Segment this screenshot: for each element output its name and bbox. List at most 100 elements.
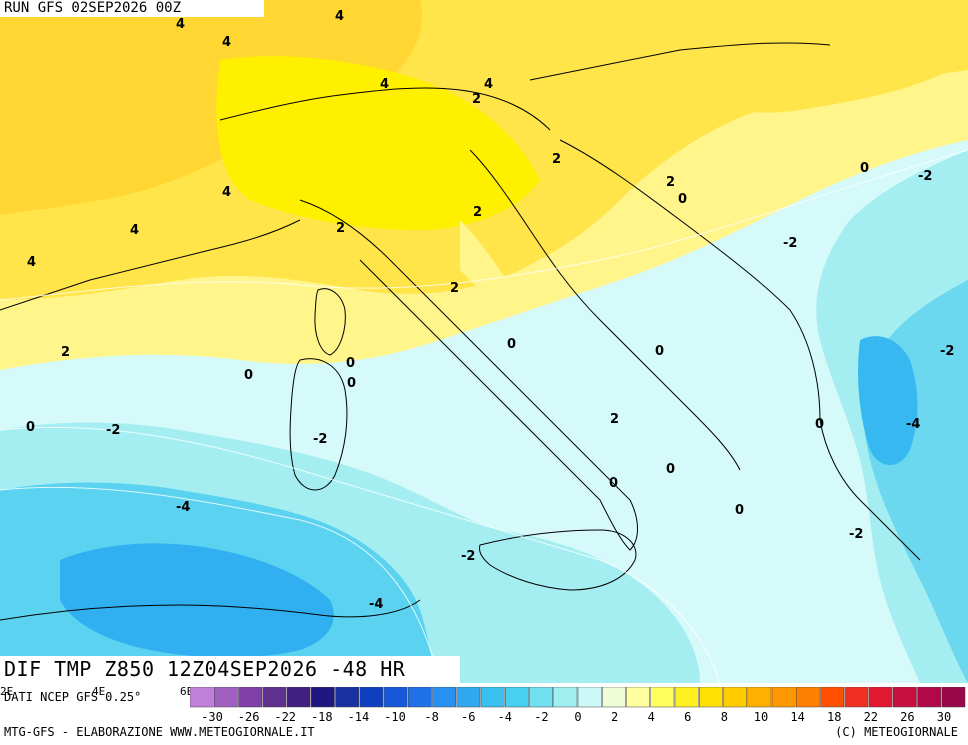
legend-label: 2 xyxy=(611,710,618,723)
contour-label: -4 xyxy=(906,417,920,432)
field-yellow-ne xyxy=(616,0,968,113)
legend-swatch xyxy=(432,687,456,708)
legend-swatch xyxy=(190,687,214,708)
run-label: RUN GFS 02SEP2026 00Z xyxy=(0,0,264,17)
contour-label: 4 xyxy=(130,223,139,238)
contour-label: 2 xyxy=(552,152,561,167)
contour-label: -2 xyxy=(313,432,327,447)
contour-label: 2 xyxy=(473,205,482,220)
contour-label: 0 xyxy=(735,503,744,518)
contour-label: 0 xyxy=(666,462,675,477)
legend-label: 18 xyxy=(827,710,841,723)
contour-label: 4 xyxy=(222,185,231,200)
legend-label: 26 xyxy=(900,710,914,723)
contour-label: -4 xyxy=(369,597,383,612)
contour-label: 4 xyxy=(484,77,493,92)
contour-label: -2 xyxy=(783,236,797,251)
legend-swatch xyxy=(602,687,626,708)
legend-swatch xyxy=(699,687,723,708)
legend-label: -14 xyxy=(348,710,370,723)
legend-label: -30 xyxy=(201,710,223,723)
legend-label: -2 xyxy=(534,710,548,723)
legend-swatch xyxy=(505,687,529,708)
legend-label: 0 xyxy=(574,710,581,723)
legend-swatch xyxy=(238,687,262,708)
contour-label: 0 xyxy=(244,368,253,383)
legend-label: -6 xyxy=(461,710,475,723)
coastlines xyxy=(0,42,921,621)
credit-left: MTG-GFS - ELABORAZIONE WWW.METEOGIORNALE… xyxy=(4,725,315,739)
legend-swatch xyxy=(456,687,481,708)
legend-swatch xyxy=(529,687,553,708)
contour-label: 2 xyxy=(472,92,481,107)
legend-swatch xyxy=(796,687,820,708)
legend-swatch xyxy=(917,687,941,708)
legend-swatch xyxy=(893,687,917,708)
contour-label: 0 xyxy=(347,376,356,391)
contour-label: -2 xyxy=(940,344,954,359)
legend-swatch xyxy=(286,687,311,708)
legend-label: 10 xyxy=(754,710,768,723)
legend-label: -18 xyxy=(311,710,333,723)
contour-label: 2 xyxy=(61,345,70,360)
coast-sicily xyxy=(479,529,637,591)
legend-label: -10 xyxy=(384,710,406,723)
border-alps xyxy=(219,87,551,131)
contour-label: 4 xyxy=(222,35,231,50)
legend-label: 8 xyxy=(721,710,728,723)
legend-swatch xyxy=(311,687,335,708)
legend-swatch xyxy=(480,687,505,708)
contour-label: 4 xyxy=(335,9,344,24)
legend-swatch xyxy=(868,687,893,708)
credit-right: (C) METEOGIORNALE xyxy=(835,725,958,739)
legend-swatch xyxy=(359,687,384,708)
contour-label: 0 xyxy=(678,192,687,207)
contour-label: 4 xyxy=(176,17,185,32)
legend-label: -22 xyxy=(274,710,296,723)
legend-swatch xyxy=(262,687,287,708)
contour-label: 4 xyxy=(27,255,36,270)
field-warmer-core xyxy=(0,0,422,215)
contour-label: -2 xyxy=(106,423,120,438)
legend-swatch xyxy=(650,687,675,708)
coast-corsica xyxy=(314,288,346,356)
contour-label: 2 xyxy=(666,175,675,190)
legend-swatch xyxy=(408,687,432,708)
legend-label: -8 xyxy=(424,710,438,723)
field-cold-core xyxy=(60,543,334,658)
contour-label: 2 xyxy=(610,412,619,427)
data-source: DATI NCEP GFS 0.25° xyxy=(4,690,142,704)
legend-swatch xyxy=(747,687,772,708)
legend-swatch xyxy=(674,687,699,708)
coast-africa xyxy=(0,599,421,621)
coast-adriatic xyxy=(469,149,741,471)
contour-label: 2 xyxy=(450,281,459,296)
contour-label: 0 xyxy=(507,337,516,352)
legend-swatch xyxy=(820,687,844,708)
contour-line xyxy=(0,426,721,683)
contour-line xyxy=(0,149,968,301)
legend-swatch xyxy=(771,687,796,708)
contour-label: 0 xyxy=(815,417,824,432)
contour-label: -4 xyxy=(176,500,190,515)
legend-label: 22 xyxy=(864,710,878,723)
contour-label: -2 xyxy=(849,527,863,542)
contour-label: 0 xyxy=(26,420,35,435)
contour-line xyxy=(0,486,441,683)
legend-swatch xyxy=(723,687,747,708)
contour-label: 0 xyxy=(346,356,355,371)
legend-label: 4 xyxy=(648,710,655,723)
contour-lines xyxy=(0,149,968,683)
legend-swatch xyxy=(214,687,238,708)
border-ne xyxy=(529,42,831,81)
coast-italy-peninsula xyxy=(299,199,638,551)
contour-label: -2 xyxy=(461,549,475,564)
legend-swatch xyxy=(383,687,408,708)
coast-balkans xyxy=(559,139,921,561)
contour-label: 4 xyxy=(380,77,389,92)
legend-labels: -30 -26 -22 -18 -14 -10 -8 -6 -4 -2 0 2 4 6 8 10 14 18 22 2… xyxy=(201,710,951,723)
contour-label: 2 xyxy=(336,221,345,236)
legend-label: 6 xyxy=(684,710,691,723)
